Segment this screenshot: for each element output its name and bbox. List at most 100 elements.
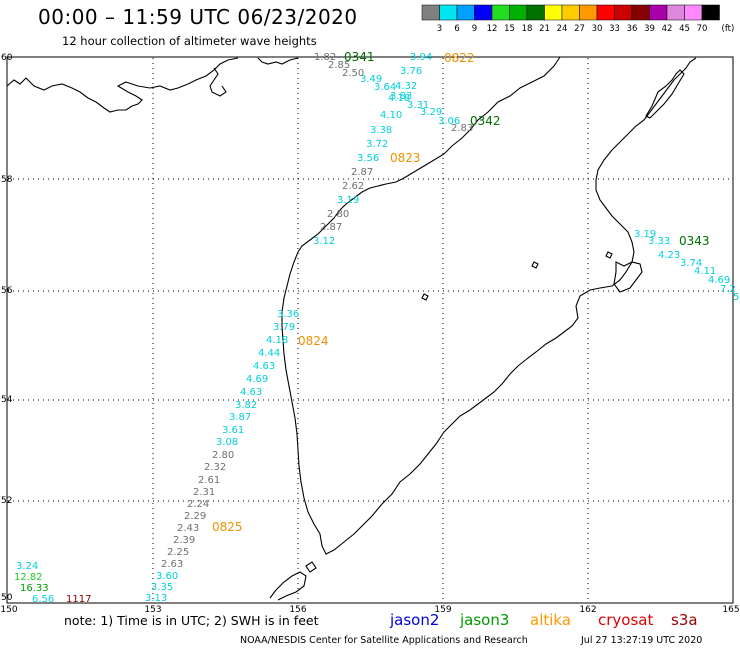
wave-height-label: 3.38 — [370, 125, 392, 136]
scale-tick-label: 39 — [644, 24, 655, 34]
pass-time-label: 0822 — [444, 51, 475, 65]
wave-height-label: 1117 — [66, 594, 91, 605]
wave-height-label: 3.13 — [145, 593, 167, 604]
wave-height-label: 3.56 — [357, 153, 379, 164]
islet-2 — [605, 251, 613, 259]
satellite-legend: jason2 jason3 altika cryosat s3a — [389, 611, 698, 629]
wave-height-label: 3.49 — [360, 74, 382, 85]
coastline-north — [6, 57, 239, 113]
scale-swatch — [701, 4, 720, 21]
wave-height-label: 3.12 — [313, 236, 335, 247]
lon-label-153: 153 — [144, 605, 161, 615]
wave-height-label: 2.87 — [320, 222, 342, 233]
lon-label-156: 156 — [289, 605, 306, 615]
wave-height-label: 3.08 — [216, 437, 238, 448]
wave-height-label: 3.87 — [229, 412, 251, 423]
coastline-kamchatka-east — [361, 57, 697, 527]
pass-time-label: 0342 — [470, 114, 501, 128]
lon-label-159: 159 — [434, 605, 451, 615]
wave-height-label: 2.29 — [184, 511, 206, 522]
wave-height-label: 3.06 — [438, 116, 460, 127]
wave-height-label: 3.79 — [273, 322, 295, 333]
coastline-kronotsky — [613, 261, 643, 293]
wave-height-label: 3.19 — [337, 195, 359, 206]
wave-height-label: 4.63 — [240, 387, 262, 398]
wave-height-label: 2.80 — [212, 450, 234, 461]
wave-height-label: 2.39 — [173, 535, 195, 546]
islet-3 — [421, 293, 429, 301]
pass-time-labels: 0341 0822 0342 0823 0343 0824 0825 — [212, 50, 710, 534]
coastline-shumshu — [305, 561, 317, 573]
footer-credit: NOAA/NESDIS Center for Satellite Applica… — [240, 635, 528, 646]
wave-height-label: 12.82 — [14, 572, 43, 583]
wave-height-labels: 1.822.852.503.493.644.184.103.383.723.56… — [14, 52, 739, 605]
wave-height-label: 3.24 — [16, 561, 38, 572]
scale-tick-label: 15 — [504, 24, 515, 34]
legend-jason2: jason2 — [389, 611, 439, 629]
wave-height-label: 3.74 — [680, 258, 702, 269]
wave-height-label: 2.32 — [204, 462, 226, 473]
lat-label-52: 52 — [1, 496, 12, 506]
wave-height-label: 6.56 — [32, 594, 54, 605]
scale-tick-label: 24 — [557, 24, 568, 34]
legend-cryosat: cryosat — [598, 611, 653, 629]
wave-height-label: 4.63 — [253, 361, 275, 372]
coastline-kamchatka-west — [281, 56, 561, 555]
islet-1 — [531, 261, 539, 269]
wave-height-label: 4.44 — [258, 348, 280, 359]
wave-height-label: 2.87 — [351, 167, 373, 178]
scale-tick-label: 21 — [539, 24, 550, 34]
coastline-spit — [209, 67, 227, 97]
wave-height-label: 2.62 — [342, 181, 364, 192]
pass-time-label: 0825 — [212, 520, 243, 534]
scale-tick-label: 18 — [522, 24, 533, 34]
wave-height-label: 4.69 — [708, 275, 730, 286]
lat-label-56: 56 — [1, 286, 13, 296]
wave-height-label: 2.24 — [187, 499, 209, 510]
pass-time-label: 0343 — [679, 234, 710, 248]
wave-height-label: 3.31 — [407, 100, 429, 111]
coastline-kurils — [269, 571, 307, 601]
wave-height-label: 2.63 — [161, 559, 183, 570]
scale-unit: (ft) — [722, 24, 735, 34]
wave-height-label: 2.61 — [198, 475, 220, 486]
wave-height-label: 4.10 — [380, 110, 402, 121]
scale-tick-label: 33 — [609, 24, 620, 34]
wave-height-label: 2.31 — [193, 487, 215, 498]
wave-height-label: 3.19 — [634, 229, 656, 240]
wave-height-label: 3.94 — [410, 52, 432, 63]
wave-height-label: 3.82 — [235, 400, 257, 411]
scale-tick-label: 6 — [454, 24, 459, 34]
wave-height-label: 4.23 — [658, 250, 680, 261]
wave-height-label: 7.2 — [720, 284, 736, 295]
lat-label-58: 58 — [1, 175, 13, 185]
pass-time-label: 0341 — [344, 50, 375, 64]
scale-tick-label: 45 — [679, 24, 690, 34]
color-scale-bar: 3 6 9 12 15 18 21 24 27 30 33 36 39 42 45 70 (ft) — [421, 4, 735, 34]
footer-note: note: 1) Time is in UTC; 2) SWH is in fe… — [64, 613, 319, 628]
scale-tick-label: 12 — [487, 24, 498, 34]
wave-height-label: 4.18 — [266, 335, 288, 346]
scale-tick-label: 3 — [437, 24, 442, 34]
lat-label-60: 60 — [1, 53, 13, 63]
wave-height-label: 3.61 — [222, 425, 244, 436]
wave-height-label: 3.64 — [374, 82, 396, 93]
coastline-koni — [257, 57, 299, 65]
pass-time-label: 0824 — [298, 334, 329, 348]
wave-height-label: 16.33 — [20, 583, 49, 594]
wave-height-label: 2.43 — [177, 523, 199, 534]
wave-height-label: 2.85 — [328, 60, 350, 71]
scale-tick-label: 27 — [574, 24, 585, 34]
lat-label-50: 50 — [1, 593, 13, 603]
scale-tick-label: 9 — [472, 24, 477, 34]
wave-height-label: 1.82 — [314, 52, 336, 63]
wave-height-label: 4.32 — [395, 81, 417, 92]
wave-height-label: 2.80 — [327, 209, 349, 220]
wave-height-label: 4.11 — [694, 266, 716, 277]
lat-label-54: 54 — [1, 395, 13, 405]
lat-axis: 60 58 56 54 52 50 — [1, 53, 13, 603]
wave-height-label: 3.76 — [400, 66, 422, 77]
wave-height-label: 3.35 — [151, 582, 173, 593]
wave-height-label: 5 — [733, 292, 739, 303]
